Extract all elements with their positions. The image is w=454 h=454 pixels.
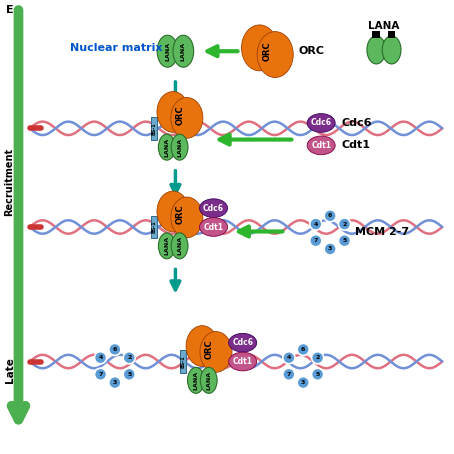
Text: LANA: LANA [164, 138, 169, 157]
Text: 4: 4 [286, 355, 291, 360]
Text: 2: 2 [342, 222, 347, 227]
Text: 5: 5 [342, 238, 347, 243]
Text: 3: 3 [328, 247, 332, 252]
Text: Recruitment: Recruitment [5, 148, 15, 216]
Text: 6: 6 [328, 213, 332, 218]
Circle shape [123, 352, 135, 364]
Text: Cdt1: Cdt1 [233, 357, 253, 366]
Text: LANA: LANA [368, 21, 400, 31]
Bar [388, 31, 395, 38]
Ellipse shape [173, 35, 194, 67]
Circle shape [283, 368, 295, 380]
Ellipse shape [171, 98, 203, 138]
Text: 2: 2 [127, 355, 132, 360]
FancyBboxPatch shape [151, 216, 157, 238]
Text: Cdc6: Cdc6 [311, 118, 332, 128]
Ellipse shape [200, 217, 227, 237]
Circle shape [324, 243, 336, 255]
Text: 6: 6 [301, 347, 306, 352]
Ellipse shape [157, 92, 189, 132]
Circle shape [324, 210, 336, 222]
Text: Late: Late [5, 358, 15, 384]
Ellipse shape [171, 197, 203, 238]
Text: Cdt1: Cdt1 [341, 140, 370, 150]
FancyBboxPatch shape [180, 350, 186, 373]
Text: LANA: LANA [193, 371, 198, 390]
Text: Cdc6: Cdc6 [341, 118, 372, 128]
Ellipse shape [307, 114, 335, 132]
Text: LANA: LANA [164, 236, 169, 256]
Ellipse shape [200, 199, 227, 217]
Ellipse shape [157, 191, 189, 232]
Text: 4: 4 [314, 222, 318, 227]
Circle shape [123, 368, 135, 380]
Text: Cdc6: Cdc6 [203, 204, 224, 212]
Ellipse shape [229, 352, 257, 371]
Ellipse shape [171, 233, 188, 259]
Text: BS-1: BS-1 [151, 122, 157, 135]
Circle shape [339, 235, 350, 247]
Text: MCM 2-7: MCM 2-7 [355, 227, 409, 237]
Circle shape [109, 376, 121, 389]
Ellipse shape [157, 35, 178, 67]
Circle shape [311, 368, 324, 380]
Text: ORC: ORC [205, 339, 213, 359]
Circle shape [94, 352, 107, 364]
Text: ORC: ORC [299, 46, 325, 56]
Text: LANA: LANA [181, 42, 186, 61]
Text: 6: 6 [113, 347, 117, 352]
Circle shape [297, 343, 309, 355]
Text: Nuclear matrix: Nuclear matrix [70, 43, 163, 53]
Text: 7: 7 [99, 372, 103, 377]
Text: 2: 2 [316, 355, 320, 360]
Circle shape [339, 218, 350, 230]
FancyBboxPatch shape [151, 117, 157, 139]
Circle shape [310, 218, 322, 230]
Ellipse shape [200, 367, 217, 393]
Text: 4: 4 [99, 355, 103, 360]
Text: 3: 3 [301, 380, 306, 385]
Text: 5: 5 [127, 372, 132, 377]
Circle shape [310, 235, 322, 247]
Ellipse shape [307, 136, 335, 155]
Ellipse shape [382, 36, 401, 64]
Text: Cdc6: Cdc6 [232, 338, 253, 347]
Ellipse shape [158, 134, 175, 160]
Ellipse shape [200, 331, 232, 372]
Ellipse shape [186, 326, 218, 366]
Text: LANA: LANA [177, 138, 182, 157]
Ellipse shape [257, 32, 293, 78]
Circle shape [311, 352, 324, 364]
Text: LANA: LANA [177, 236, 182, 256]
Text: Cdt1: Cdt1 [311, 141, 331, 150]
Circle shape [94, 368, 107, 380]
Text: 7: 7 [314, 238, 318, 243]
Text: E: E [6, 5, 13, 15]
Text: LANA: LANA [165, 42, 170, 61]
Text: 5: 5 [316, 372, 320, 377]
Ellipse shape [367, 36, 385, 64]
Ellipse shape [229, 333, 257, 352]
Text: 7: 7 [286, 372, 291, 377]
Ellipse shape [158, 233, 175, 259]
Text: ORC: ORC [175, 205, 184, 224]
Circle shape [109, 343, 121, 355]
Circle shape [283, 352, 295, 364]
Ellipse shape [242, 25, 278, 71]
Ellipse shape [188, 367, 204, 393]
Text: ORC: ORC [175, 105, 184, 125]
Bar [372, 31, 380, 38]
Text: LANA: LANA [206, 371, 211, 390]
Text: 3: 3 [113, 380, 117, 385]
Text: ORC: ORC [263, 41, 272, 61]
Text: BS-1: BS-1 [151, 221, 157, 233]
Text: Cdt1: Cdt1 [203, 222, 223, 232]
Ellipse shape [171, 134, 188, 160]
Circle shape [297, 376, 309, 389]
Text: BS-1: BS-1 [181, 355, 186, 368]
